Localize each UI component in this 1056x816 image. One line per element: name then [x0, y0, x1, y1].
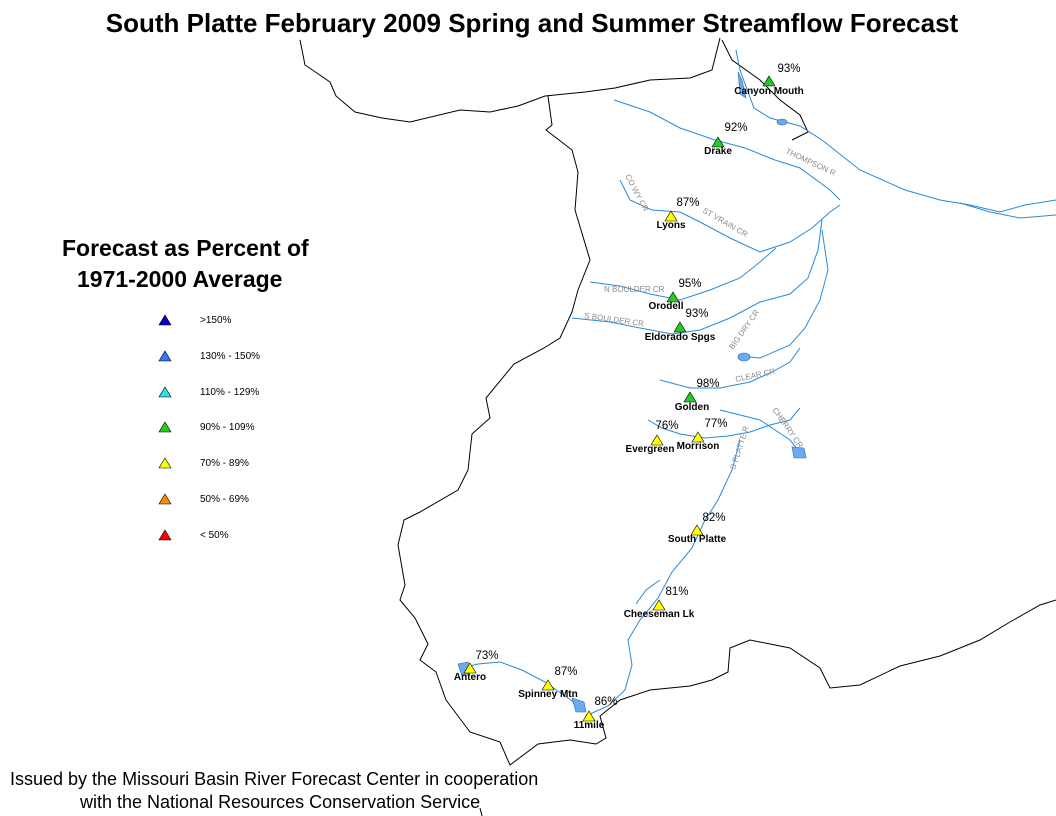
legend-label: >150%	[200, 315, 232, 326]
river-label-n-boulder: N BOULDER CR	[604, 285, 665, 294]
station-name: Golden	[675, 402, 709, 413]
station-marker	[666, 291, 680, 303]
river-label-clear: CLEAR CR	[735, 367, 777, 384]
legend-title-line1: Forecast as Percent of	[62, 235, 309, 261]
station-percent: 82%	[702, 512, 725, 524]
station-marker	[664, 210, 678, 222]
footer-credit: Issued by the Missouri Basin River Forec…	[10, 768, 538, 814]
station-marker	[650, 434, 664, 446]
station-percent: 73%	[475, 650, 498, 662]
footer-line1: Issued by the Missouri Basin River Forec…	[10, 769, 539, 789]
footer-line2: with the National Resources Conservation…	[80, 792, 481, 812]
triangle-icon	[158, 314, 172, 326]
station-percent: 93%	[777, 63, 800, 75]
station-percent: 77%	[704, 418, 727, 430]
river-label-co-wy: CO WY CR	[623, 173, 650, 213]
river-label-big-dry: BIG DRY CR	[727, 308, 761, 351]
basin-boundary-south	[479, 807, 483, 816]
station-percent: 87%	[676, 197, 699, 209]
basin-boundary-east	[721, 39, 809, 141]
triangle-icon	[158, 457, 172, 469]
triangle-icon	[158, 529, 172, 541]
station-name: Orodell	[648, 301, 683, 312]
station-marker	[463, 662, 477, 674]
triangle-icon	[158, 493, 172, 505]
station-name: Morrison	[677, 441, 720, 452]
station-percent: 98%	[696, 378, 719, 390]
station-marker	[711, 136, 725, 148]
station-marker	[691, 431, 705, 443]
triangle-icon	[158, 350, 172, 362]
legend-title: Forecast as Percent of 1971-2000 Average	[62, 233, 362, 295]
legend-label: 90% - 109%	[200, 422, 255, 433]
station-marker	[690, 524, 704, 536]
station-name: Lyons	[656, 220, 686, 231]
river-label-cherry: CHERRY CR	[770, 406, 805, 450]
basin-boundary	[299, 37, 1056, 766]
station-percent: 86%	[594, 696, 617, 708]
river-label-st-vrain: ST VRAIN CR	[701, 206, 749, 239]
river-label-s-boulder: S BOULDER CR	[584, 311, 645, 328]
legend-title-line2: 1971-2000 Average	[77, 266, 283, 292]
river-label-thompson: THOMPSON R	[784, 147, 837, 178]
station-percent: 81%	[665, 586, 688, 598]
station-percent: 76%	[655, 420, 678, 432]
triangle-icon	[158, 421, 172, 433]
station-name: Canyon Mouth	[734, 86, 803, 97]
station-name: Eldorado Spgs	[645, 332, 716, 343]
station-marker	[673, 321, 687, 333]
station-name: Antero	[454, 672, 486, 683]
legend-label: 50% - 69%	[200, 494, 249, 505]
legend-label: 70% - 89%	[200, 458, 249, 469]
station-percent: 93%	[685, 308, 708, 320]
river-label-s-platte: S PLATTE R	[728, 425, 751, 471]
river-network	[461, 49, 1056, 715]
station-marker	[762, 75, 776, 87]
station-marker	[541, 679, 555, 691]
station-marker	[652, 599, 666, 611]
station-marker	[683, 391, 697, 403]
station-marker	[582, 710, 596, 722]
station-percent: 92%	[724, 122, 747, 134]
forecast-stations: 93% Canyon Mouth 92% Drake 87% Lyons 95% Orodel…	[454, 63, 804, 731]
legend-label: 110% - 129%	[200, 387, 260, 398]
station-name: South Platte	[668, 534, 727, 545]
map-title: South Platte February 2009 Spring and Su…	[105, 8, 959, 38]
station-percent: 87%	[554, 666, 577, 678]
triangle-icon	[158, 386, 172, 398]
station-name: 11mile	[574, 720, 605, 731]
station-name: Evergreen	[626, 444, 675, 455]
station-name: Drake	[704, 146, 732, 157]
station-name: Spinney Mtn	[518, 689, 577, 700]
legend-label: < 50%	[200, 530, 229, 541]
station-name: Cheeseman Lk	[624, 609, 695, 620]
legend-label: 130% - 150%	[200, 351, 261, 362]
station-percent: 95%	[678, 278, 701, 290]
